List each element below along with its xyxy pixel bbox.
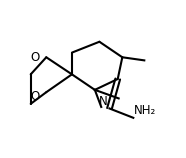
Text: N: N [99, 95, 108, 108]
Text: NH₂: NH₂ [134, 104, 156, 117]
Text: O: O [31, 51, 40, 64]
Text: O: O [31, 90, 40, 103]
